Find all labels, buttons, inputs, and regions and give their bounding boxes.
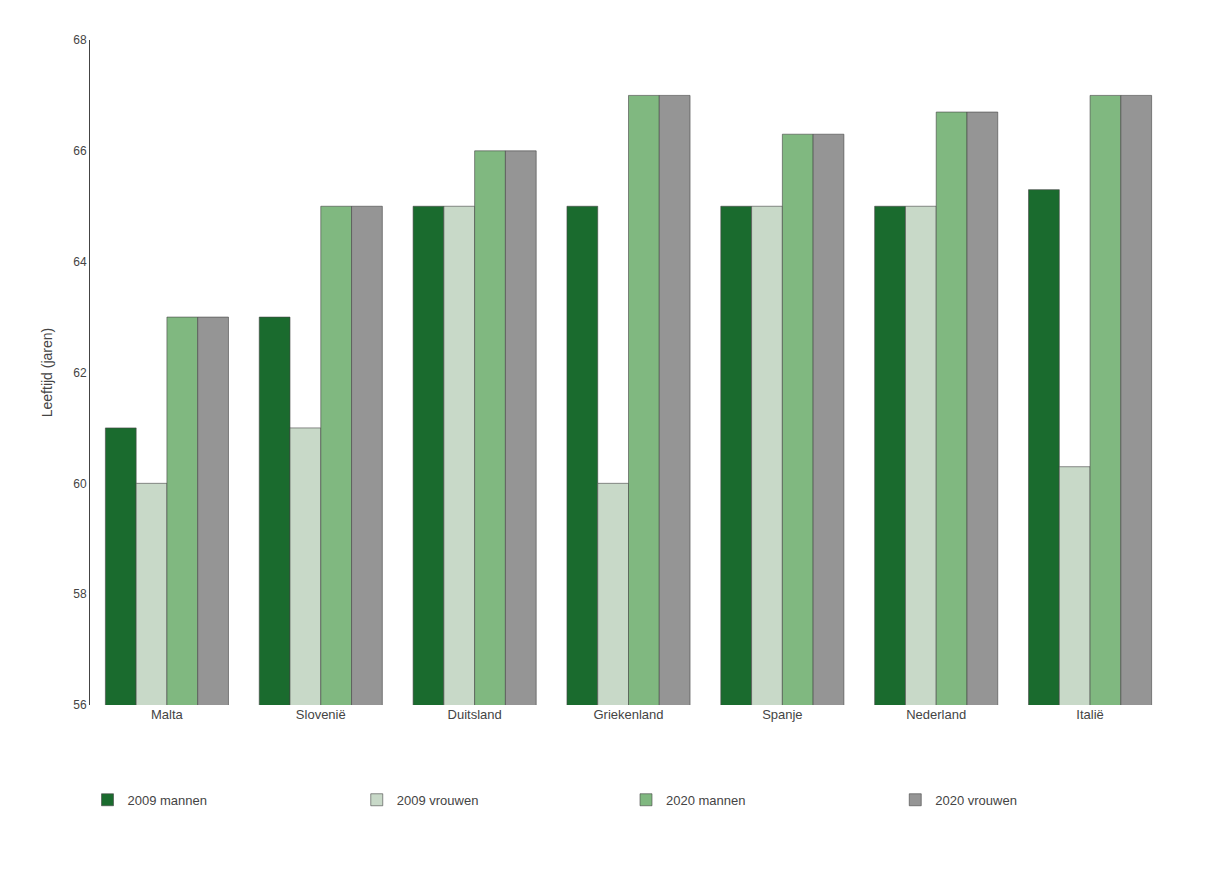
svg-text:Leeftijd (jaren): Leeftijd (jaren): [39, 328, 55, 418]
svg-text:Italië: Italië: [1076, 707, 1103, 722]
svg-text:Spanje: Spanje: [762, 707, 802, 722]
svg-text:Griekenland: Griekenland: [593, 707, 663, 722]
svg-text:56: 56: [73, 698, 87, 712]
svg-text:64: 64: [73, 255, 87, 269]
svg-text:2009 vrouwen: 2009 vrouwen: [397, 793, 479, 808]
svg-text:62: 62: [73, 366, 87, 380]
svg-text:Slovenië: Slovenië: [296, 707, 346, 722]
svg-text:2020 mannen: 2020 mannen: [666, 793, 746, 808]
svg-text:2020 vrouwen: 2020 vrouwen: [935, 793, 1017, 808]
svg-text:68: 68: [73, 33, 87, 47]
svg-text:Duitsland: Duitsland: [448, 707, 502, 722]
svg-text:Malta: Malta: [151, 707, 184, 722]
svg-text:60: 60: [73, 477, 87, 491]
svg-text:2009 mannen: 2009 mannen: [128, 793, 208, 808]
svg-text:66: 66: [73, 144, 87, 158]
svg-text:58: 58: [73, 587, 87, 601]
svg-text:Nederland: Nederland: [906, 707, 966, 722]
